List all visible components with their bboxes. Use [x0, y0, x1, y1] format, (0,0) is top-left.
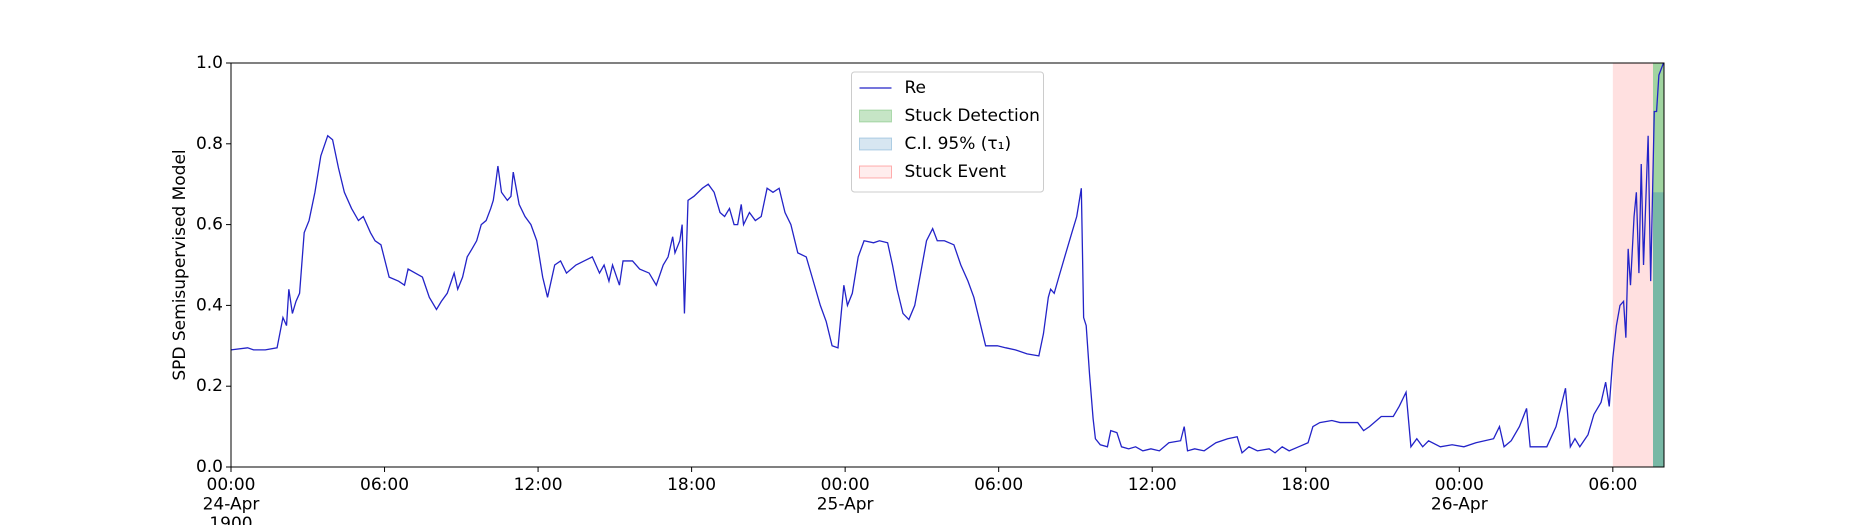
y-tick-label: 0.6: [196, 215, 223, 235]
x-tick-label: 00:00 26-Apr: [1431, 475, 1488, 515]
y-tick-label: 0.4: [196, 295, 223, 315]
x-tick-label: 00:00 25-Apr: [817, 475, 874, 515]
shaded-region: [1612, 63, 1653, 467]
legend-label: Stuck Detection: [905, 106, 1040, 126]
legend-label: C.I. 95% (τ₁): [905, 134, 1012, 154]
x-tick-label: 12:00: [1128, 475, 1177, 495]
y-tick-label: 0.0: [196, 457, 223, 477]
line: [230, 62, 1665, 455]
legend-label: Stuck Event: [905, 162, 1007, 182]
legend-swatch: [859, 137, 892, 151]
legend-label: Re: [905, 78, 927, 98]
legend-swatch: [859, 165, 892, 179]
x-tick-label: 18:00: [1281, 475, 1330, 495]
shaded-region: [1652, 192, 1664, 467]
y-tick-label: 0.2: [196, 376, 223, 396]
x-tick-label: 18:00: [667, 475, 716, 495]
x-tick-label: 06:00: [974, 475, 1023, 495]
y-axis-label: SPD Semisupervised Model: [170, 149, 190, 380]
x-tick-label: 06:00: [360, 475, 409, 495]
x-tick-label: 12:00: [514, 475, 563, 495]
x-tick-label: 06:00: [1588, 475, 1637, 495]
shaded-region: [1652, 63, 1664, 467]
legend-swatch: [859, 109, 892, 123]
x-tick-label: 00:00 24-Apr 1900: [203, 475, 260, 525]
plot-frame: [230, 62, 1665, 468]
y-tick-label: 0.8: [196, 134, 223, 154]
y-tick-label: 1.0: [196, 53, 223, 73]
legend-box: [851, 71, 1044, 193]
